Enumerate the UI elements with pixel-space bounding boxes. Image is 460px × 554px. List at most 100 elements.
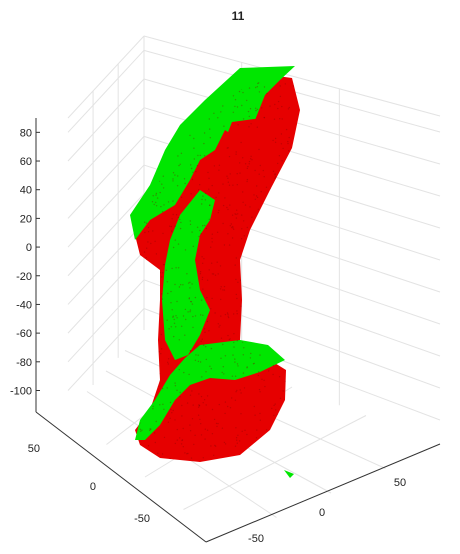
- point-marker: [266, 211, 267, 212]
- point-marker: [201, 86, 202, 87]
- point-marker: [297, 131, 298, 132]
- point-marker: [157, 197, 158, 198]
- point-marker: [279, 342, 280, 343]
- point-marker: [149, 83, 150, 84]
- point-marker: [243, 118, 244, 119]
- point-marker: [175, 385, 176, 386]
- point-marker: [256, 437, 257, 438]
- point-marker: [190, 430, 191, 431]
- point-marker: [198, 415, 199, 416]
- tick-label: -80: [16, 357, 32, 369]
- point-marker: [235, 279, 236, 280]
- point-marker: [162, 388, 163, 389]
- point-marker: [251, 159, 252, 160]
- point-marker: [275, 409, 276, 410]
- point-marker: [176, 390, 177, 391]
- point-marker: [284, 211, 285, 212]
- point-marker: [264, 176, 265, 177]
- point-marker: [168, 422, 169, 423]
- point-marker: [264, 117, 265, 118]
- point-marker: [191, 283, 192, 284]
- point-marker: [240, 142, 241, 143]
- point-marker: [289, 137, 290, 138]
- axis-line: [206, 444, 440, 542]
- point-marker: [227, 406, 228, 407]
- point-marker: [275, 176, 276, 177]
- point-marker: [140, 129, 141, 130]
- point-marker: [198, 393, 199, 394]
- point-marker: [245, 163, 246, 164]
- point-marker: [159, 404, 160, 405]
- point-marker: [222, 223, 223, 224]
- point-marker: [254, 223, 255, 224]
- point-marker: [254, 415, 255, 416]
- point-marker: [162, 211, 163, 212]
- point-marker: [156, 138, 157, 139]
- point-marker: [250, 123, 251, 124]
- point-marker: [209, 269, 210, 270]
- point-marker: [215, 83, 216, 84]
- point-marker: [205, 371, 206, 372]
- point-marker: [204, 332, 205, 333]
- tick-label: -100: [10, 385, 32, 397]
- point-marker: [229, 339, 230, 340]
- point-marker: [250, 327, 251, 328]
- point-marker: [235, 154, 236, 155]
- point-marker: [253, 194, 254, 195]
- point-marker: [283, 390, 284, 391]
- point-marker: [140, 260, 141, 261]
- point-marker: [145, 361, 146, 362]
- point-marker: [140, 343, 141, 344]
- tick-label: 0: [319, 507, 325, 519]
- point-marker: [288, 150, 289, 151]
- point-marker: [290, 166, 291, 167]
- point-marker: [259, 389, 260, 390]
- point-marker: [214, 419, 215, 420]
- point-marker: [181, 197, 182, 198]
- point-marker: [266, 429, 267, 430]
- point-marker: [174, 382, 175, 383]
- point-marker: [168, 328, 169, 329]
- point-marker: [195, 83, 196, 84]
- point-marker: [202, 263, 203, 264]
- point-marker: [155, 442, 156, 443]
- point-marker: [205, 193, 206, 194]
- point-marker: [281, 273, 282, 274]
- point-marker: [213, 113, 214, 114]
- point-marker: [262, 291, 263, 292]
- point-marker: [201, 300, 202, 301]
- point-marker: [201, 203, 202, 204]
- point-marker: [256, 429, 257, 430]
- point-marker: [182, 284, 183, 285]
- point-marker: [211, 238, 212, 239]
- point-marker: [232, 237, 233, 238]
- point-marker: [173, 172, 174, 173]
- point-marker: [224, 286, 225, 287]
- point-marker: [288, 366, 289, 367]
- point-marker: [192, 327, 193, 328]
- point-marker: [237, 282, 238, 283]
- point-marker: [268, 370, 269, 371]
- point-marker: [154, 204, 155, 205]
- point-marker: [261, 107, 262, 108]
- point-marker: [191, 390, 192, 391]
- point-marker: [291, 161, 292, 162]
- point-marker: [181, 326, 182, 327]
- point-marker: [202, 315, 203, 316]
- point-marker: [255, 280, 256, 281]
- point-marker: [199, 419, 200, 420]
- point-marker: [183, 372, 184, 373]
- point-marker: [188, 374, 189, 375]
- point-marker: [273, 171, 274, 172]
- chart-title: 11: [232, 9, 245, 23]
- tick-label: -50: [134, 513, 150, 525]
- point-marker: [251, 284, 252, 285]
- point-marker: [204, 132, 205, 133]
- point-marker: [243, 372, 244, 373]
- point-marker: [193, 138, 194, 139]
- point-marker: [264, 86, 265, 87]
- point-marker: [295, 333, 296, 334]
- point-marker: [216, 423, 217, 424]
- point-marker: [273, 446, 274, 447]
- point-marker: [148, 397, 149, 398]
